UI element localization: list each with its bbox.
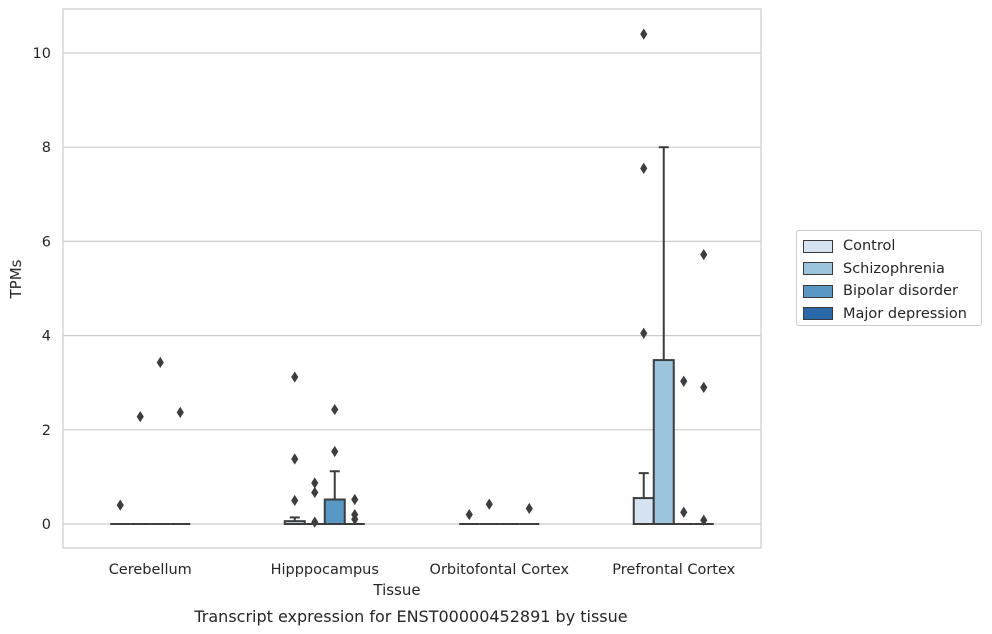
outlier-point <box>291 494 299 507</box>
outlier-point <box>136 411 144 423</box>
outlier-point <box>351 493 359 506</box>
plot-frame <box>62 8 762 549</box>
legend-swatch <box>803 262 833 276</box>
outlier-point <box>156 356 164 369</box>
x-tick-label: Prefrontal Cortex <box>612 562 735 578</box>
box-control <box>110 499 131 525</box>
box-schizophrenia <box>130 411 151 525</box>
legend-label: Bipolar disorder <box>843 283 958 300</box>
box-major-depression <box>519 502 540 525</box>
box-major-depression <box>693 248 714 526</box>
legend: Control Schizophrenia Bipolar disorder Majo… <box>796 230 982 326</box>
y-tick-labels: 0 2 4 6 8 10 <box>33 46 51 533</box>
x-tick-label: Orbitofontal Cortex <box>430 562 570 578</box>
y-tick-label: 2 <box>42 423 51 439</box>
box-major-depression <box>170 406 191 525</box>
x-axis-label: Tissue <box>372 581 420 599</box>
box-control <box>283 371 306 526</box>
outlier-point <box>680 375 688 387</box>
legend-item: Major depression <box>803 303 981 326</box>
outlier-point <box>640 28 648 40</box>
outlier-point <box>291 453 299 465</box>
y-tick-label: 4 <box>42 329 51 345</box>
outlier-point <box>176 406 184 418</box>
y-tick-label: 0 <box>42 517 51 533</box>
outlier-point <box>331 403 339 416</box>
box-major-depression <box>344 493 365 525</box>
box-schizophrenia <box>479 498 500 525</box>
legend-label: Major depression <box>843 305 967 322</box>
y-axis-label: TPMs <box>7 259 25 299</box>
outlier-point <box>116 499 124 511</box>
outlier-point <box>485 498 493 510</box>
chart-caption: Transcript expression for ENST0000045289… <box>193 607 627 626</box>
x-tick-labels: Cerebellum Hipppocampus Orbitofontal Corte… <box>109 562 736 578</box>
box-schizophrenia <box>304 477 325 528</box>
legend-swatch <box>803 284 833 298</box>
outlier-point <box>680 506 688 518</box>
box-body <box>652 359 675 526</box>
outlier-point <box>640 162 648 174</box>
outlier-point <box>700 381 708 394</box>
box-body <box>323 498 346 525</box>
legend-label: Control <box>843 238 896 255</box>
outlier-point <box>291 371 299 383</box>
boxes <box>110 28 714 528</box>
outlier-point <box>700 248 708 261</box>
legend-item: Schizophrenia <box>803 258 981 281</box>
box-bipolar-disorder <box>150 356 171 525</box>
x-tick-label: Hipppocampus <box>271 562 379 578</box>
outlier-point <box>351 513 359 525</box>
outlier-point <box>465 508 473 521</box>
y-tick-label: 6 <box>42 234 51 250</box>
y-tick-label: 8 <box>42 140 51 156</box>
outlier-point <box>311 516 319 528</box>
box-control <box>632 28 655 526</box>
legend-label: Schizophrenia <box>843 260 945 277</box>
box-body <box>632 497 655 526</box>
box-schizophrenia <box>652 146 675 526</box>
y-tick-label: 10 <box>33 46 51 62</box>
box-control <box>459 508 480 525</box>
outlier-point <box>525 502 533 515</box>
box-bipolar-disorder <box>673 375 694 525</box>
legend-item: Bipolar disorder <box>803 280 981 303</box>
legend-swatch <box>803 307 833 321</box>
outlier-point <box>331 445 339 458</box>
legend-item: Control <box>803 235 981 258</box>
box-bipolar-disorder <box>323 403 346 525</box>
x-tick-label: Cerebellum <box>109 562 192 578</box>
outlier-point <box>311 477 319 489</box>
outlier-point <box>311 486 319 499</box>
outlier-point <box>700 514 708 526</box>
legend-swatch <box>803 239 833 253</box>
outlier-point <box>640 327 648 339</box>
